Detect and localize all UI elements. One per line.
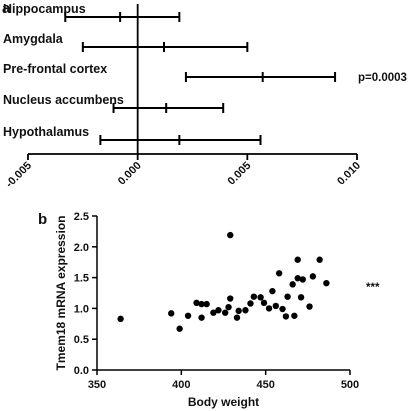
panel-a-p-value-annotation: p=0.0003 <box>358 72 407 84</box>
forest-row: Pre-frontal cortex <box>3 62 337 82</box>
panel-a-category-label: Hypothalamus <box>3 125 89 139</box>
scatter-point <box>272 302 279 310</box>
panel-b-x-ticks: 350 400 450 500 <box>88 370 359 391</box>
panel-b-y-tick-label: 0.0 <box>74 365 89 377</box>
scatter-point <box>257 294 264 301</box>
forest-row: Nucleus accumbens <box>3 93 225 113</box>
scatter-point <box>233 314 241 321</box>
panel-b-y-tick-label: 2.0 <box>74 242 89 254</box>
scatter-point <box>269 287 276 295</box>
scatter-point <box>265 305 273 312</box>
scatter-point <box>227 231 234 239</box>
panel-b-points <box>117 231 330 332</box>
scatter-point <box>279 305 286 313</box>
scatter-point <box>316 256 323 263</box>
panel-b-x-tick-label: 400 <box>172 379 190 391</box>
scatter-point <box>297 294 305 301</box>
panel-b-x-tick-label: 350 <box>88 379 106 391</box>
scatter-point <box>247 300 254 307</box>
scatter-point <box>221 309 229 316</box>
panel-b-scatter-plot: b 0.0 0.5 1.0 1.5 2.0 2.5 350 400 450 500 Tmem18… <box>38 211 380 409</box>
scatter-point <box>289 281 296 288</box>
scatter-point <box>198 314 205 321</box>
scatter-point <box>299 276 306 283</box>
panel-a-rows: Hippocampus Amygdala Pre-frontal cortex Nuc… <box>3 2 337 145</box>
scatter-point <box>291 312 298 319</box>
scatter-point <box>117 315 124 323</box>
scatter-point <box>294 275 301 282</box>
scatter-point <box>260 299 268 307</box>
scatter-point <box>309 273 317 280</box>
scatter-point <box>242 307 249 314</box>
panel-a-axes <box>28 4 357 155</box>
scatter-point <box>306 303 313 310</box>
panel-a-letter: a <box>2 0 11 17</box>
panel-a-category-label: Amygdala <box>3 32 64 46</box>
panel-b-x-tick-label: 500 <box>341 379 359 391</box>
panel-b-y-axis-title: Tmem18 mRNA expression <box>54 216 68 371</box>
panel-a-x-tick-label: 0.000 <box>116 160 144 188</box>
scatter-point <box>198 300 205 308</box>
panel-a-x-tick-label: 0.005 <box>226 160 254 188</box>
panel-a-category-label: Nucleus accumbens <box>3 93 124 107</box>
panel-a-x-tick-label: 0.010 <box>335 160 363 188</box>
scatter-point <box>210 309 217 316</box>
scatter-point <box>275 270 283 277</box>
panel-a-category-label: Hippocampus <box>3 2 86 16</box>
panel-b-y-tick-label: 1.0 <box>74 303 89 315</box>
scatter-point <box>235 307 242 315</box>
scatter-point <box>168 310 175 317</box>
forest-row: Amygdala <box>3 32 249 52</box>
scatter-point <box>294 256 301 263</box>
scatter-point <box>323 279 330 287</box>
scatter-point <box>282 313 290 320</box>
scatter-point <box>193 299 200 307</box>
panel-a-x-ticks: -0.005 0.000 0.005 0.010 <box>4 154 363 191</box>
panel-b-y-tick-label: 0.5 <box>74 334 89 346</box>
panel-b-x-tick-label: 450 <box>256 379 274 391</box>
scatter-point <box>203 300 210 308</box>
scatter-point <box>184 312 192 319</box>
scatter-point <box>215 307 222 314</box>
forest-row: Hippocampus <box>3 2 181 22</box>
scatter-point <box>250 293 258 300</box>
panel-b-letter: b <box>38 211 47 228</box>
panel-a-x-tick-label: -0.005 <box>4 160 35 191</box>
panel-b-x-axis-title: Body weight <box>188 395 259 409</box>
scatter-point <box>225 303 232 311</box>
scatter-point <box>284 293 291 300</box>
scatter-point <box>176 325 183 332</box>
panel-b-significance-annotation: *** <box>366 282 380 294</box>
forest-row: Hypothalamus <box>3 125 262 145</box>
scatter-point <box>227 295 234 302</box>
panel-b-y-ticks: 0.0 0.5 1.0 1.5 2.0 2.5 <box>74 211 97 377</box>
panel-a-category-label: Pre-frontal cortex <box>3 62 107 76</box>
panel-b-y-tick-label: 2.5 <box>74 211 89 223</box>
panel-b-y-tick-label: 1.5 <box>74 273 89 285</box>
panel-a-forest-plot: a -0.005 0.000 0.005 0.010 Hippocampus Amygd… <box>2 0 407 190</box>
